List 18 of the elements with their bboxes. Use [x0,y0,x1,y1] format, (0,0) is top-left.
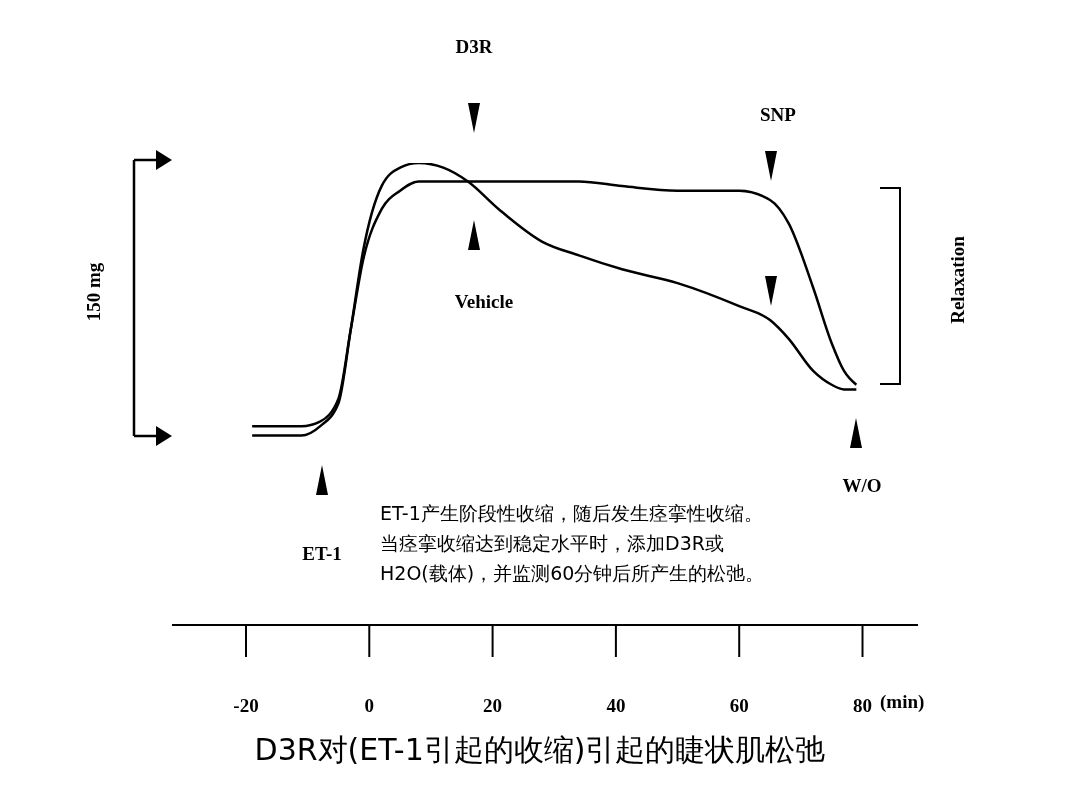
annotation: 当痉挛收缩达到稳定水平时，添加D3R或 [380,532,724,554]
annotation: W/O [842,475,882,496]
x-tick-label: 20 [483,695,503,717]
text: D3R [455,36,493,57]
text: 150 mg [83,262,104,322]
x-tick-label: 40 [606,695,626,717]
annotation: Vehicle [454,291,514,312]
x-tick-label: 0 [364,695,375,717]
x-tick-label: 80 [853,695,873,717]
x-axis-title: (min) [880,691,925,713]
x-tick-label: 60 [729,695,749,717]
x-tick-label: -20 [233,695,259,717]
text: SNP [760,104,797,125]
annotation: ET-1产生阶段性收缩，随后发生痉挛性收缩。 [380,502,763,524]
text: D3R对(ET-1引起的收缩)引起的睫状肌松弛 [254,732,826,767]
annotation: ET-1 [302,543,342,564]
annotation: H2O(载体)，并监测60分钟后所产生的松弛。 [380,562,765,584]
text: Relaxation [947,235,968,324]
